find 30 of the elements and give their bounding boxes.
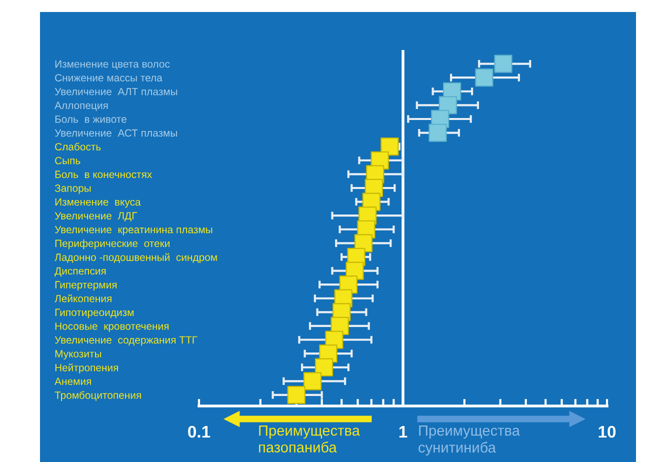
y-tick-label: Боль в животе	[55, 116, 126, 123]
y-tick-label: Увеличение креатинина плазмы	[54, 226, 212, 236]
text: Преимущества сунитиниба	[418, 426, 520, 456]
y-tick-label: Ладонно -подошвенный синдром	[54, 253, 217, 264]
y-tick-label: Слабость	[55, 142, 101, 150]
y-tick-label: Увеличение АСТ плазмы	[54, 129, 177, 137]
text: Преимущества пазопаниба	[259, 426, 360, 452]
y-tick-label: Носовые кровотечения	[55, 322, 169, 332]
y-tick-label: Снижение массы тела	[55, 74, 162, 82]
y-tick-label: Сыпь	[55, 156, 80, 164]
y-tick-label: Гипотиреоидизм	[55, 308, 134, 318]
y-tick-label: Диспепсия	[54, 267, 106, 277]
y-tick-label: Гипертермия	[55, 281, 117, 291]
y-tick-label: Увеличение ЛДГ	[54, 212, 138, 222]
y-tick-label: Нейтропения	[55, 364, 118, 374]
y-tick-label: Увеличение содержания ТТГ	[54, 336, 198, 346]
y-tick-label: Анемия	[54, 378, 91, 386]
x-tick-label: 0.1	[188, 426, 210, 438]
y-tick-label: Запоры	[54, 184, 91, 194]
y-tick-label: Мукозиты	[55, 350, 102, 360]
y-tick-label: Тромбоцитопения	[54, 391, 141, 401]
x-tick-label: 1	[399, 426, 408, 438]
y-tick-label: Изменение цвета волос	[55, 60, 170, 70]
y-tick-label: Изменение вкуса	[55, 198, 141, 208]
y-tick-label: Периферические отеки	[55, 239, 170, 250]
y-tick-label: Боль в конечностях	[55, 170, 152, 178]
x-tick-label: 10	[598, 426, 616, 438]
y-tick-label: Лейкопения	[54, 294, 112, 302]
y-tick-label: Увеличение АЛТ плазмы	[54, 88, 178, 96]
y-tick-label: Аллопеция	[54, 102, 108, 112]
